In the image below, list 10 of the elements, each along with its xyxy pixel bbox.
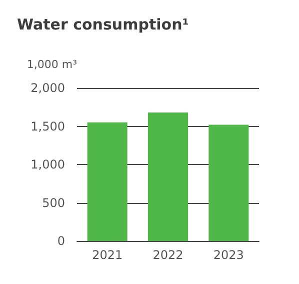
y-tick-label: 1,000 [30,158,65,172]
x-tick-label: 2023 [213,248,244,262]
y-tick-label: 1,500 [30,119,65,134]
y-tick-label: 2,000 [30,81,65,95]
chart-title: Water consumption¹ [17,16,189,34]
x-tick-label: 2022 [152,248,184,262]
x-tick-label: 2021 [92,248,123,262]
y-axis-title: 1,000 m³ [26,58,77,71]
y-tick-label: 500 [42,196,65,210]
y-tick-label: 0 [57,234,65,248]
